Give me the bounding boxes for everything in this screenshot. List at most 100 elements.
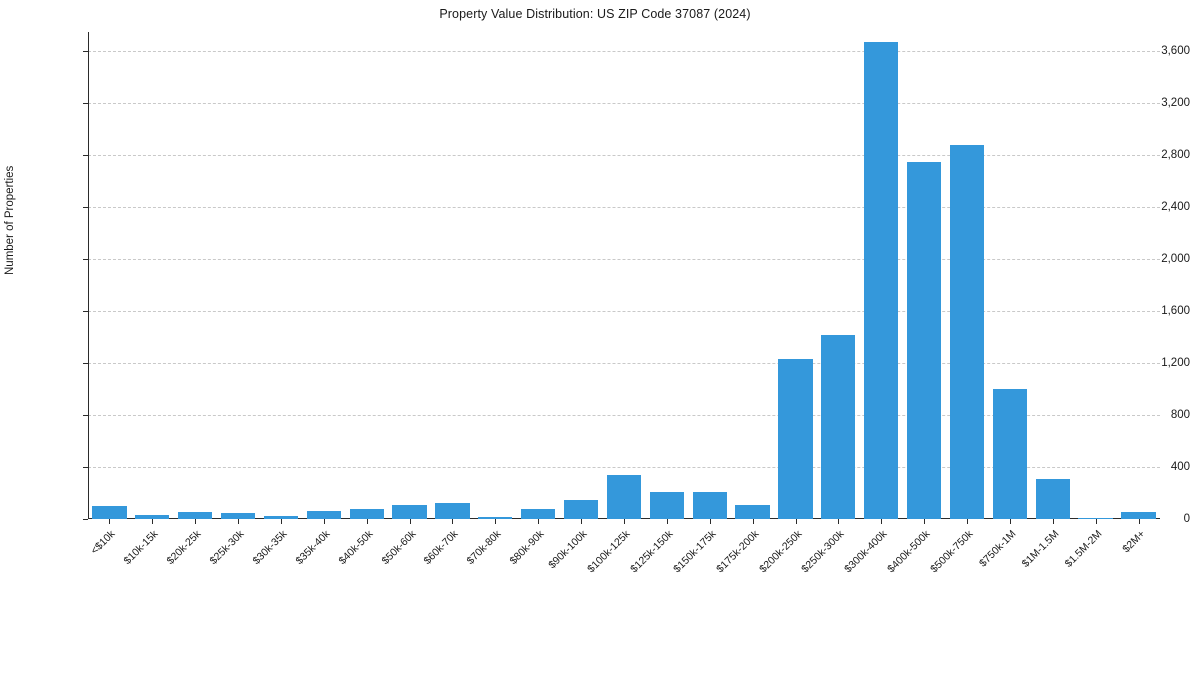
gridline: [88, 103, 1160, 105]
bar-series: [88, 32, 1160, 519]
chart-title: Property Value Distribution: US ZIP Code…: [439, 7, 751, 21]
x-tick-mark: [795, 519, 797, 524]
x-tick-mark: [1009, 519, 1011, 524]
bar-slot[interactable]: [517, 32, 560, 519]
bar[interactable]: [606, 474, 642, 519]
gridline: [88, 207, 1160, 209]
y-tick-mark: [83, 467, 88, 469]
bar[interactable]: [435, 502, 470, 519]
bar-slot[interactable]: [1117, 32, 1160, 519]
bar-slot[interactable]: [260, 32, 303, 519]
x-tick-mark: [967, 519, 969, 524]
bar-slot[interactable]: [688, 32, 731, 519]
bar-slot[interactable]: [431, 32, 474, 519]
y-tick-mark: [83, 155, 88, 157]
bar-slot[interactable]: [560, 32, 603, 519]
gridline: [88, 363, 1160, 365]
gridline: [88, 155, 1160, 157]
bar-slot[interactable]: [817, 32, 860, 519]
bar[interactable]: [649, 492, 684, 519]
y-tick-label: 1,600: [1161, 305, 1190, 318]
bar-slot[interactable]: [302, 32, 345, 519]
bar[interactable]: [821, 334, 856, 519]
x-tick-mark: [881, 519, 883, 524]
bar[interactable]: [692, 492, 727, 519]
y-tick-label: 1,200: [1161, 357, 1190, 370]
bar[interactable]: [735, 504, 770, 519]
x-tick-mark: [838, 519, 840, 524]
x-tick-mark: [1138, 519, 1140, 524]
bar-slot[interactable]: [645, 32, 688, 519]
bar[interactable]: [521, 509, 556, 519]
bar[interactable]: [392, 505, 427, 519]
y-tick-mark: [83, 519, 88, 520]
bar[interactable]: [563, 500, 599, 519]
x-tick-mark: [495, 519, 497, 524]
bar-slot[interactable]: [474, 32, 517, 519]
bar-slot[interactable]: [903, 32, 946, 519]
x-tick-mark: [280, 519, 282, 524]
x-tick-mark: [1052, 519, 1054, 524]
y-tick-mark: [83, 311, 88, 313]
x-tick-mark: [1095, 519, 1097, 524]
y-tick-label: 0: [1183, 513, 1190, 525]
gridline: [88, 51, 1160, 53]
bar[interactable]: [992, 389, 1027, 519]
x-tick-mark: [109, 519, 111, 524]
bar[interactable]: [1121, 511, 1156, 519]
bar[interactable]: [1035, 478, 1070, 519]
bar[interactable]: [178, 511, 213, 519]
x-tick-mark: [581, 519, 583, 524]
gridline: [88, 467, 1160, 469]
x-tick-mark: [538, 519, 540, 524]
y-tick-label: 800: [1170, 409, 1190, 422]
bar-slot[interactable]: [860, 32, 903, 519]
bar[interactable]: [949, 144, 985, 519]
bar[interactable]: [135, 515, 170, 519]
x-tick-mark: [752, 519, 754, 524]
bar[interactable]: [306, 510, 341, 519]
bar[interactable]: [220, 512, 256, 519]
y-tick-label: 2,000: [1161, 253, 1190, 266]
bar-slot[interactable]: [345, 32, 388, 519]
bar-slot[interactable]: [774, 32, 817, 519]
bar-slot[interactable]: [131, 32, 174, 519]
bar[interactable]: [349, 508, 384, 519]
y-tick-label: 3,600: [1161, 45, 1190, 58]
y-tick-mark: [83, 51, 88, 53]
y-tick-mark: [83, 363, 88, 365]
bar-slot[interactable]: [1031, 32, 1074, 519]
y-tick-label: 2,800: [1161, 149, 1190, 162]
bar-slot[interactable]: [174, 32, 217, 519]
bar[interactable]: [906, 161, 942, 519]
x-tick-mark: [709, 519, 711, 524]
bar-slot[interactable]: [1074, 32, 1117, 519]
x-tick-mark: [624, 519, 625, 524]
bar[interactable]: [1078, 517, 1113, 519]
bar-slot[interactable]: [603, 32, 646, 519]
bar-slot[interactable]: [217, 32, 260, 519]
gridline: [88, 311, 1160, 313]
gridline: [88, 259, 1160, 261]
bar[interactable]: [864, 42, 899, 519]
bar-slot[interactable]: [88, 32, 131, 519]
x-tick-mark: [666, 519, 668, 524]
bar-slot[interactable]: [388, 32, 431, 519]
bar-slot[interactable]: [731, 32, 774, 519]
gridline: [88, 415, 1160, 417]
bar[interactable]: [263, 515, 299, 519]
x-tick-label: <$10k: [89, 528, 118, 557]
bar[interactable]: [478, 517, 513, 519]
y-tick-label: 2,400: [1161, 201, 1190, 214]
bar[interactable]: [92, 506, 127, 519]
bar-slot[interactable]: [988, 32, 1031, 519]
bar[interactable]: [778, 359, 813, 519]
y-tick-mark: [83, 259, 88, 261]
chart-figure: Property Value Distribution: US ZIP Code…: [4, 7, 1190, 576]
bar-slot[interactable]: [946, 32, 989, 519]
y-tick-label: 400: [1170, 461, 1190, 474]
y-tick-mark: [83, 207, 88, 209]
x-tick-mark: [452, 519, 454, 524]
x-tick-mark: [924, 519, 926, 524]
y-axis-label: Number of Properties: [4, 165, 16, 275]
